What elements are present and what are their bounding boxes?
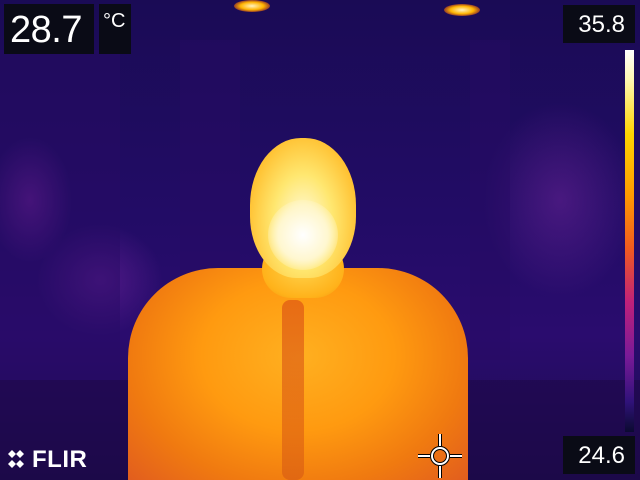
person-face-hotspot — [268, 200, 338, 270]
scale-max-box: 35.8 — [563, 5, 635, 43]
temperature-unit-box: °C — [99, 4, 131, 54]
ceiling-light-right — [444, 4, 480, 16]
shirt-placket — [282, 300, 304, 480]
background-pillar-right — [470, 40, 510, 360]
temperature-unit: °C — [103, 10, 126, 32]
color-palette-bar — [625, 50, 634, 432]
spot-temperature-value: 28.7 — [10, 9, 82, 51]
scale-min-value: 24.6 — [578, 442, 625, 469]
scale-min-box: 24.6 — [563, 436, 635, 474]
ceiling-light-left — [234, 0, 270, 12]
spot-temperature-box: 28.7 — [4, 4, 94, 54]
flir-diamond-icon — [8, 450, 24, 468]
scale-max-value: 35.8 — [578, 11, 625, 38]
flir-logo: FLIR — [6, 446, 98, 474]
background-wall-left — [0, 50, 120, 410]
flir-logo-text: FLIR — [32, 446, 88, 473]
crosshair-icon[interactable] — [418, 434, 462, 478]
